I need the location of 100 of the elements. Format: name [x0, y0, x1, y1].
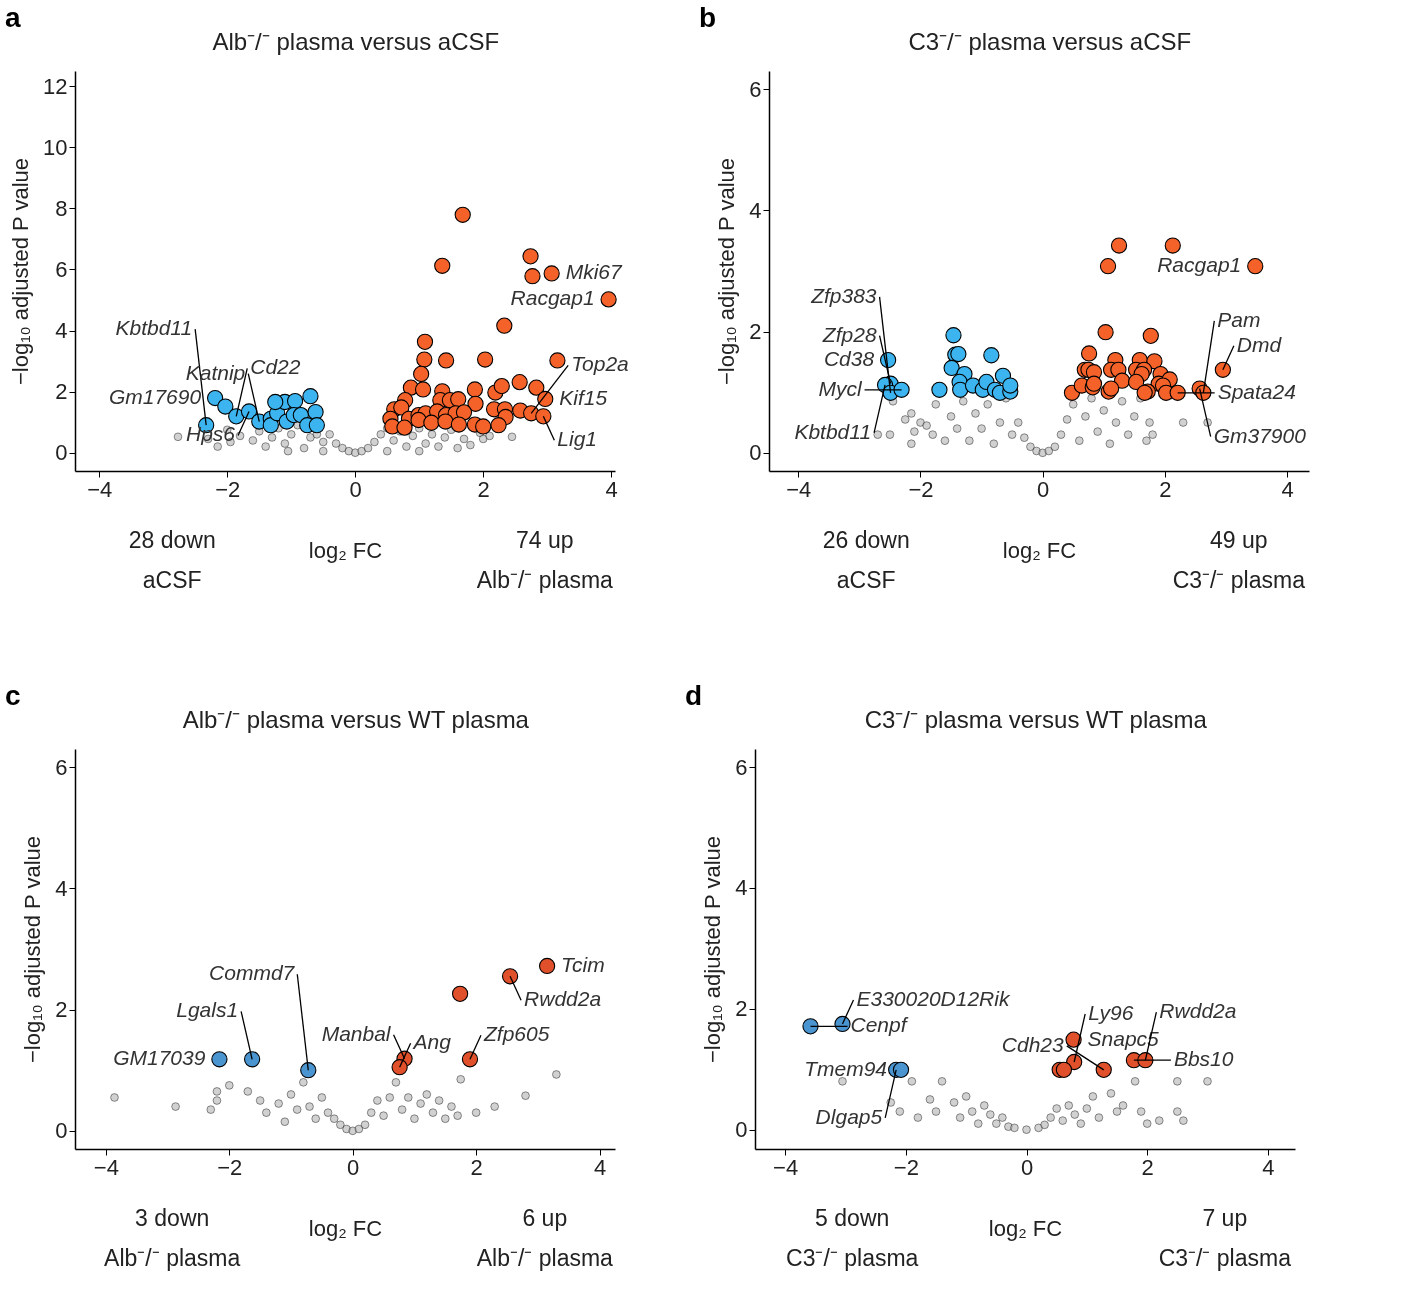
text: 26 down — [822, 527, 910, 553]
y-axis-title: −log₁₀ adjusted P value — [714, 157, 740, 386]
annotation: Bbs10 — [1173, 1047, 1234, 1071]
annotation: Lgals1 — [176, 998, 239, 1022]
annotation: Spata24 — [1217, 379, 1296, 403]
annotation: Rwdd2a — [1159, 999, 1237, 1023]
text: 7 up — [1202, 1205, 1248, 1231]
y-tick-label: 0 — [749, 440, 762, 466]
y-tick-label: 4 — [749, 197, 762, 223]
x-tick-label: 0 — [1020, 1154, 1034, 1180]
text: b — [699, 2, 717, 33]
x-tick-label: −2 — [893, 1154, 919, 1180]
text: aCSF — [836, 567, 896, 593]
text: 28 down — [128, 527, 216, 553]
annotation: GM17039 — [113, 1046, 206, 1070]
y-axis-title: −log₁₀ adjusted P value — [20, 835, 46, 1064]
x-tick-label: 2 — [470, 1154, 483, 1180]
text: C3⁻/⁻ plasma — [1158, 1245, 1292, 1271]
y-tick-label: 12 — [43, 73, 68, 99]
y-tick-label: 6 — [735, 754, 748, 780]
x-tick-label: 4 — [605, 476, 618, 502]
x-tick-label: 2 — [1141, 1154, 1154, 1180]
y-tick-label: 2 — [749, 319, 762, 345]
annotation: Gm17690 — [108, 385, 202, 409]
y-tick-label: 10 — [43, 134, 68, 160]
text: Alb⁻/⁻ plasma — [476, 1245, 614, 1271]
annotation: Ang — [411, 1030, 452, 1054]
text: 6 up — [522, 1205, 568, 1231]
x-axis-title: log₂ FC — [1002, 537, 1077, 563]
annotation: Kbtbd11 — [115, 316, 193, 340]
y-tick-label: 4 — [735, 875, 748, 901]
chart-title: Alb⁻/⁻ plasma versus aCSF — [212, 28, 500, 55]
x-tick-label: 0 — [349, 476, 362, 502]
y-tick-label: 4 — [55, 318, 68, 344]
annotation: E330020D12Rik — [856, 986, 1011, 1010]
text: Alb⁻/⁻ plasma — [104, 1245, 241, 1271]
text: 49 up — [1210, 527, 1268, 553]
annotation: Racgap1 — [1157, 253, 1242, 277]
y-axis-title: −log₁₀ adjusted P value — [8, 157, 34, 386]
annotation: Cdh23 — [1001, 1032, 1065, 1056]
annotation: Commd7 — [209, 961, 296, 985]
y-tick-label: 6 — [55, 754, 68, 780]
y-tick-label: 2 — [55, 379, 68, 405]
annotation: Cd38 — [823, 347, 875, 371]
annotation: Zfp605 — [482, 1022, 550, 1046]
annotation: Manbal — [321, 1021, 392, 1045]
y-tick-label: 6 — [749, 76, 762, 102]
x-tick-label: 0 — [347, 1154, 360, 1180]
x-axis-title: log₂ FC — [308, 537, 383, 563]
x-axis-title: log₂ FC — [308, 1215, 383, 1241]
annotation: Cd22 — [250, 355, 301, 379]
x-tick-label: 2 — [477, 476, 490, 502]
annotation: Dmd — [1236, 332, 1283, 356]
annotation: Zfp383 — [810, 283, 877, 307]
annotation: Kif15 — [559, 385, 608, 409]
x-tick-label: 4 — [1262, 1154, 1275, 1180]
text: aCSF — [142, 567, 202, 593]
y-axis-title: −log₁₀ adjusted P value — [700, 835, 726, 1064]
annotation: Mycl — [818, 376, 863, 400]
annotation: Gm37900 — [1213, 423, 1307, 447]
y-tick-label: 0 — [735, 1117, 748, 1143]
x-axis-title: log₂ FC — [988, 1215, 1063, 1241]
x-tick-label: −4 — [87, 476, 113, 502]
annotation: Top2a — [571, 352, 629, 376]
annotation: Rwdd2a — [524, 987, 602, 1011]
y-tick-label: 2 — [735, 996, 748, 1022]
chart-title: C3⁻/⁻ plasma versus aCSF — [908, 28, 1192, 55]
chart-title: C3⁻/⁻ plasma versus WT plasma — [864, 706, 1208, 733]
x-tick-label: −2 — [215, 476, 241, 502]
y-tick-label: 0 — [55, 1118, 68, 1144]
annotation: Tcim — [561, 952, 605, 976]
y-tick-label: 6 — [55, 256, 68, 282]
x-tick-label: −4 — [93, 1154, 119, 1180]
x-tick-label: −2 — [217, 1154, 243, 1180]
x-tick-label: 0 — [1037, 476, 1050, 502]
x-tick-label: 4 — [593, 1154, 607, 1180]
x-tick-label: 2 — [1159, 476, 1172, 502]
text: 5 down — [815, 1205, 890, 1231]
annotation: Pam — [1217, 307, 1261, 331]
annotation: Cenpf — [850, 1013, 909, 1037]
y-tick-label: 0 — [55, 440, 68, 466]
annotation: Ly96 — [1088, 1000, 1134, 1024]
annotation: Dlgap5 — [815, 1104, 883, 1128]
text: C3⁻/⁻ plasma — [786, 1245, 919, 1271]
text: c — [5, 680, 21, 711]
text: 74 up — [516, 527, 574, 553]
y-tick-label: 8 — [55, 195, 68, 221]
annotation: Zfp28 — [821, 322, 877, 346]
chart-title: Alb⁻/⁻ plasma versus WT plasma — [182, 706, 530, 733]
annotation: Tmem94 — [804, 1056, 888, 1080]
text: d — [685, 680, 703, 711]
annotation: Racgap1 — [510, 286, 595, 310]
text: C3⁻/⁻ plasma — [1172, 567, 1306, 593]
annotation: Mki67 — [565, 260, 623, 284]
x-tick-label: −4 — [773, 1154, 799, 1180]
x-tick-label: −2 — [908, 476, 934, 502]
text: 3 down — [135, 1205, 210, 1231]
x-tick-label: −4 — [786, 476, 812, 502]
x-tick-label: 4 — [1281, 476, 1294, 502]
annotation: Lig1 — [557, 427, 598, 451]
